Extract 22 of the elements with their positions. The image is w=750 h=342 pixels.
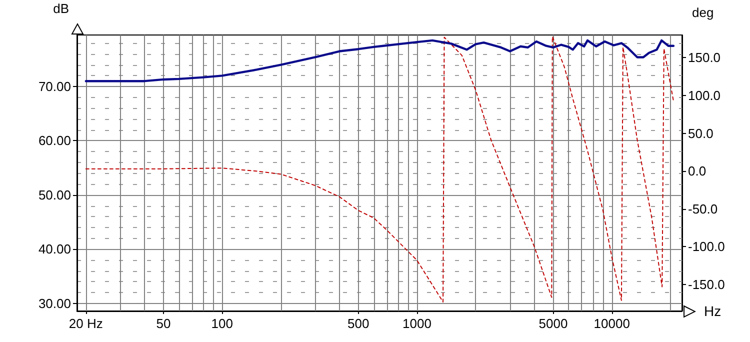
x-tick-label: 100 [211, 316, 233, 331]
y-tick-label: 30.00 [38, 296, 71, 311]
y2-tick-label: -50.0 [688, 201, 718, 216]
y-axis-title: dB [53, 1, 69, 16]
x-tick-label: 500 [347, 316, 370, 331]
y2-axis-title: deg [692, 5, 714, 20]
x-tick-label: 50 [156, 316, 171, 331]
y2-tick-label: 150.0 [688, 50, 721, 66]
x-tick-label: 5000 [538, 316, 568, 331]
x-axis-title: Hz [704, 303, 722, 319]
y-tick-label: 50.00 [38, 187, 71, 202]
x-tick-label: 1000 [402, 316, 432, 331]
y2-tick-label: 0.0 [688, 164, 706, 179]
y2-tick-label: 100.0 [688, 88, 721, 103]
y2-tick-label: 50.0 [688, 126, 714, 141]
x-tick-label: 20 Hz [68, 316, 103, 331]
y-tick-label: 60.00 [38, 133, 71, 148]
y-tick-label: 70.00 [38, 79, 71, 94]
x-tick-label: 10000 [594, 316, 630, 331]
y2-tick-label: -150.0 [688, 277, 725, 292]
y2-tick-label: -100.0 [688, 239, 725, 254]
y-tick-label: 40.00 [38, 242, 71, 257]
